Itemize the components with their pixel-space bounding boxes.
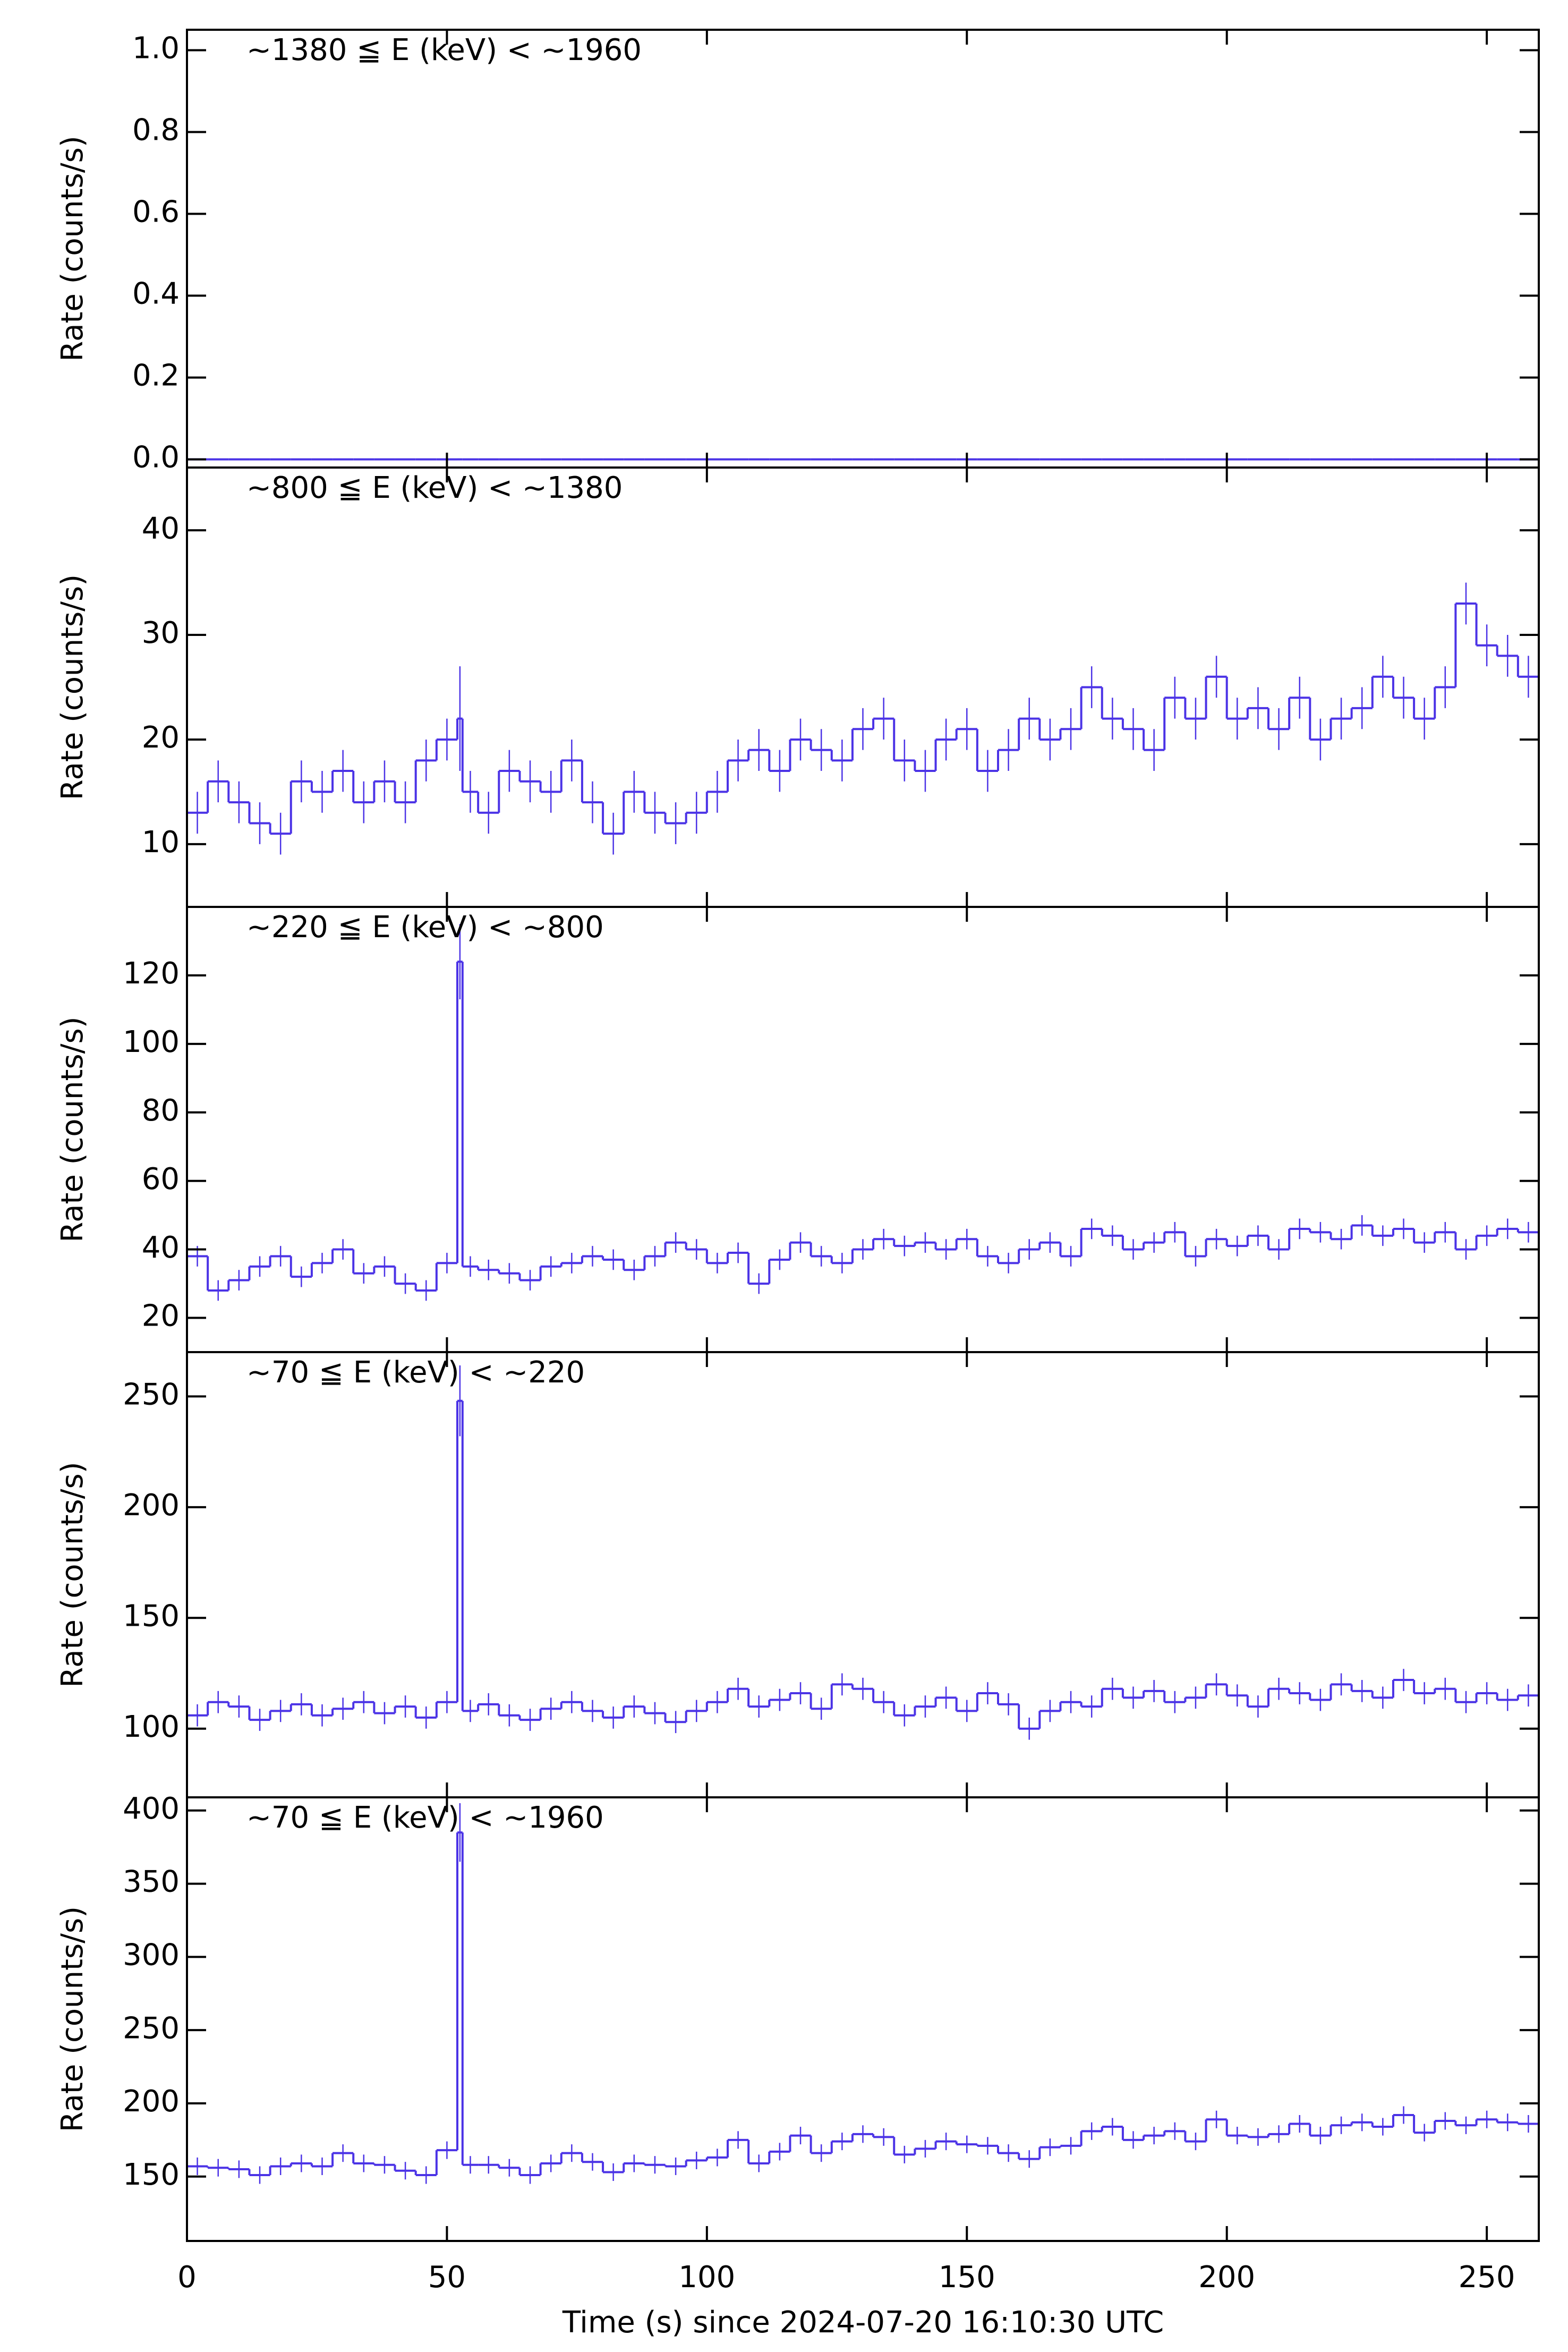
y-tick-label: 20 [142, 720, 180, 755]
y-tick-label: 80 [142, 1093, 180, 1128]
y-tick-label: 200 [123, 1488, 180, 1523]
y-axis-label: Rate (counts/s) [55, 1016, 90, 1242]
y-tick-label: 0.8 [132, 113, 180, 148]
x-tick-label: 0 [177, 2260, 197, 2295]
y-tick-label: 350 [123, 1865, 180, 1899]
panel-frame [186, 29, 1540, 469]
y-tick-label: 0.4 [132, 277, 180, 311]
panel-frame [186, 466, 1540, 908]
x-tick-label: 200 [1198, 2260, 1255, 2295]
y-tick-label: 100 [123, 1025, 180, 1059]
y-tick-label: 200 [123, 2084, 180, 2119]
y-axis-label: Rate (counts/s) [55, 135, 90, 361]
y-axis-label: Rate (counts/s) [55, 574, 90, 800]
x-tick-label: 250 [1459, 2260, 1515, 2295]
panel-frame [186, 906, 1540, 1353]
y-tick-label: 40 [142, 511, 180, 546]
y-tick-label: 120 [123, 956, 180, 991]
panel-annotation: ~220 ≦ E (keV) < ~800 [246, 910, 604, 945]
panel-frame [186, 1796, 1540, 2242]
panel-annotation: ~70 ≦ E (keV) < ~1960 [246, 1801, 604, 1835]
x-tick-label: 50 [428, 2260, 466, 2295]
y-axis-label: Rate (counts/s) [55, 1906, 90, 2132]
y-tick-label: 0.2 [132, 359, 180, 393]
y-tick-label: 60 [142, 1162, 180, 1196]
y-tick-label: 150 [123, 2158, 180, 2192]
y-tick-label: 100 [123, 1710, 180, 1744]
panel-annotation: ~1380 ≦ E (keV) < ~1960 [246, 33, 642, 67]
x-tick-label: 100 [678, 2260, 735, 2295]
y-tick-label: 0.0 [132, 440, 180, 475]
y-tick-label: 0.6 [132, 195, 180, 230]
y-tick-label: 1.0 [132, 31, 180, 66]
x-axis-label: Time (s) since 2024-07-20 16:10:30 UTC [562, 2305, 1164, 2340]
y-tick-label: 10 [142, 825, 180, 860]
y-tick-label: 150 [123, 1599, 180, 1633]
y-tick-label: 20 [142, 1299, 180, 1334]
y-tick-label: 300 [123, 1938, 180, 1973]
panel-annotation: ~70 ≦ E (keV) < ~220 [246, 1355, 585, 1390]
y-tick-label: 250 [123, 2011, 180, 2045]
x-tick-label: 150 [939, 2260, 995, 2295]
y-tick-label: 30 [142, 616, 180, 650]
y-axis-label: Rate (counts/s) [55, 1462, 90, 1687]
panel-annotation: ~800 ≦ E (keV) < ~1380 [246, 471, 623, 505]
y-tick-label: 400 [123, 1791, 180, 1826]
y-tick-label: 250 [123, 1378, 180, 1412]
y-tick-label: 40 [142, 1230, 180, 1265]
panel-frame [186, 1351, 1540, 1798]
